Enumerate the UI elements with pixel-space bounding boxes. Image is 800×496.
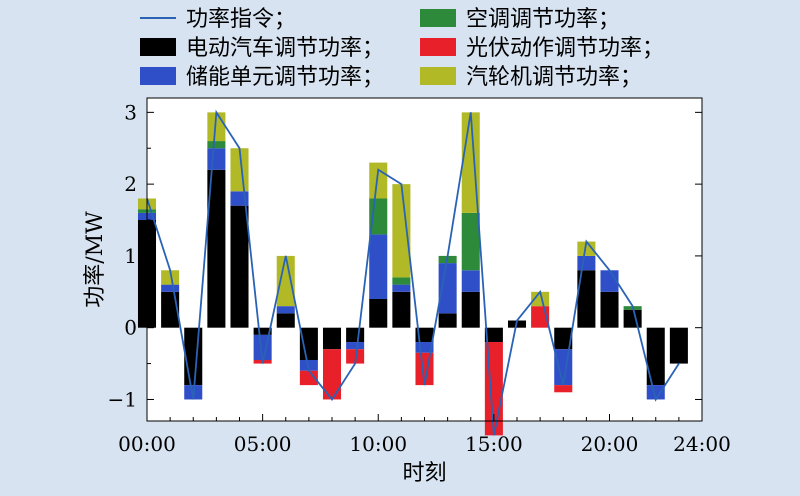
bar-segment-s4-h1 [161, 270, 180, 285]
legend-label: 电动汽车调节功率； [186, 36, 384, 61]
bar-segment-s1-h12 [415, 342, 434, 353]
legend-label: 空调调节功率； [466, 7, 620, 32]
bar-segment-s0-h5 [253, 327, 272, 335]
bar-segment-s0-h19 [577, 270, 596, 328]
y-tick-label: 1 [124, 244, 137, 268]
power-command-line [146, 109, 680, 436]
bar-segment-s0-h20 [600, 291, 619, 328]
y-tick-label: 3 [124, 100, 137, 124]
legend-label: 汽轮机调节功率； [466, 65, 642, 90]
x-axis-label: 时刻 [402, 461, 446, 486]
bar-segment-s4-h6 [276, 255, 295, 307]
y-tick-label: −1 [108, 387, 137, 411]
bar-segment-s1-h11 [392, 284, 411, 292]
bar-segment-s0-h3 [207, 169, 226, 328]
legend-label: 储能单元调节功率； [186, 65, 384, 90]
bar-segment-s0-h11 [392, 291, 411, 328]
bar-segment-s1-h3 [207, 148, 226, 170]
legend-swatch [420, 38, 456, 56]
x-tick-label: 24:00 [673, 432, 731, 456]
bar-segment-s0-h15 [484, 327, 503, 343]
legend-label: 光伏动作调节功率； [466, 36, 664, 61]
x-tick-label: 20:00 [581, 432, 639, 456]
bar-segment-s1-h6 [276, 306, 295, 314]
legend-swatch [140, 38, 176, 56]
bar-segment-s2-h3 [207, 141, 226, 149]
x-tick-label: 00:00 [118, 432, 176, 456]
x-tick-label: 15:00 [465, 432, 523, 456]
y-axis-label: 功率/MW [83, 211, 108, 308]
bar-segment-s1-h10 [369, 234, 388, 299]
bar-segment-s0-h22 [646, 327, 665, 386]
command-line-series [146, 109, 680, 436]
bar-segment-s0-h14 [461, 291, 480, 328]
bar-segment-s0-h8 [322, 327, 342, 350]
bar-segment-s1-h14 [461, 270, 480, 292]
bar-segment-s0-h21 [623, 309, 642, 328]
bar-segment-s4-h4 [230, 148, 249, 192]
x-axis: 00:00 05:00 10:00 15:00 20:00 24:00 [118, 414, 731, 456]
bar-segment-s0-h13 [438, 313, 457, 328]
y-tick-label: 2 [124, 172, 137, 196]
bar-segment-s0-h6 [276, 313, 295, 328]
bar-segment-s3-h8 [322, 349, 342, 400]
bar-segment-s0-h4 [230, 205, 249, 328]
legend-swatch [420, 67, 456, 85]
plot-area [137, 97, 703, 436]
bar-segment-s3-h7 [299, 370, 318, 386]
bar-segment-s1-h7 [299, 359, 318, 371]
bar-segment-s0-h23 [669, 327, 688, 364]
bar-segment-s3-h18 [554, 385, 573, 393]
bar-segment-s4-h10 [369, 162, 388, 199]
bar-segment-s1-h13 [438, 263, 457, 314]
legend-swatch [140, 67, 176, 85]
bar-segment-s1-h19 [577, 255, 596, 271]
bar-segment-s4-h19 [577, 241, 596, 256]
bar-segment-s4-h11 [392, 184, 411, 278]
legend: 功率指令； 空调调节功率； 电动汽车调节功率； 光伏动作调节功率； 储能单元调节功率； 汽… [140, 7, 664, 90]
y-tick-label: 0 [124, 316, 137, 340]
legend-label: 功率指令； [186, 7, 296, 32]
bar-segment-s0-h10 [369, 298, 388, 328]
bar-segment-s0-h1 [161, 291, 180, 328]
bar-segment-s0-h2 [184, 327, 203, 386]
bar-segment-s2-h11 [392, 277, 411, 285]
legend-swatch [420, 9, 456, 27]
bar-segment-s1-h22 [646, 385, 665, 400]
bar-segment-s1-h9 [346, 342, 365, 350]
bar-segment-s2-h14 [461, 212, 480, 271]
bar-segment-s0-h18 [554, 327, 573, 350]
x-tick-label: 05:00 [234, 432, 292, 456]
x-tick-label: 10:00 [349, 432, 407, 456]
bar-segment-s0-h9 [346, 327, 365, 343]
bar-segment-s4-h17 [531, 291, 550, 307]
y-axis: −1 0 1 2 3 [108, 100, 702, 411]
bar-segment-s1-h1 [161, 284, 180, 292]
